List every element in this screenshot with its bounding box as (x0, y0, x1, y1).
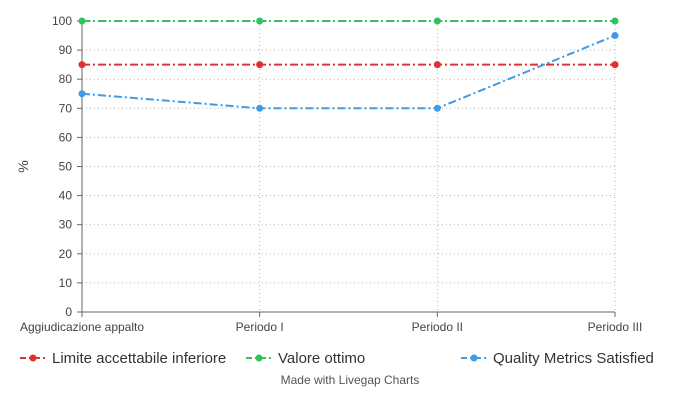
y-tick-label: 90 (59, 43, 73, 57)
series-1 (78, 61, 619, 69)
legend-item-3[interactable]: Quality Metrics Satisfied (461, 350, 654, 367)
legend-label: Limite accettabile inferiore (52, 350, 226, 367)
y-tick-label: 0 (65, 305, 72, 319)
data-point (433, 61, 441, 69)
x-tick-label: Periodo III (588, 320, 643, 334)
y-tick-label: 20 (59, 247, 73, 261)
data-point (256, 17, 264, 25)
axes (77, 20, 616, 317)
data-point (611, 17, 619, 25)
legend-label: Valore ottimo (278, 350, 365, 367)
y-tick-label: 10 (59, 276, 73, 290)
legend-swatch-dot (255, 354, 263, 362)
credit-text: Made with Livegap Charts (281, 373, 420, 387)
y-tick-label: 60 (59, 130, 73, 144)
y-tick-label: 100 (52, 14, 72, 28)
series-2 (78, 17, 619, 25)
data-point (611, 32, 619, 40)
x-tick-label: Periodo II (412, 320, 463, 334)
series-line (81, 34, 616, 110)
x-tick-labels: Aggiudicazione appalto Periodo I Periodo I… (20, 320, 642, 334)
data-point (256, 61, 264, 69)
legend: Limite accettabile inferiore Valore ottim… (20, 350, 654, 367)
grid (82, 20, 616, 312)
legend-label: Quality Metrics Satisfied (493, 350, 654, 367)
data-point (433, 104, 441, 112)
data-point (611, 61, 619, 69)
y-tick-label: 50 (59, 160, 73, 174)
legend-item-2[interactable]: Valore ottimo (246, 350, 365, 367)
data-point (433, 17, 441, 25)
y-tick-label: 80 (59, 72, 73, 86)
data-point (78, 61, 86, 69)
x-tick-label: Aggiudicazione appalto (20, 320, 144, 334)
data-point (78, 17, 86, 25)
legend-swatch-dot (470, 354, 478, 362)
series-3 (78, 32, 619, 112)
series-group (78, 17, 619, 112)
y-tick-labels: 0 10 20 30 40 50 60 70 80 90 100 (52, 14, 72, 319)
y-axis-title: % (15, 160, 31, 172)
y-tick-label: 70 (59, 101, 73, 115)
legend-item-1[interactable]: Limite accettabile inferiore (20, 350, 226, 367)
y-tick-label: 30 (59, 218, 73, 232)
data-point (78, 90, 86, 98)
x-tick-label: Periodo I (236, 320, 284, 334)
legend-swatch-dot (29, 354, 37, 362)
data-point (256, 104, 264, 112)
y-tick-label: 40 (59, 189, 73, 203)
